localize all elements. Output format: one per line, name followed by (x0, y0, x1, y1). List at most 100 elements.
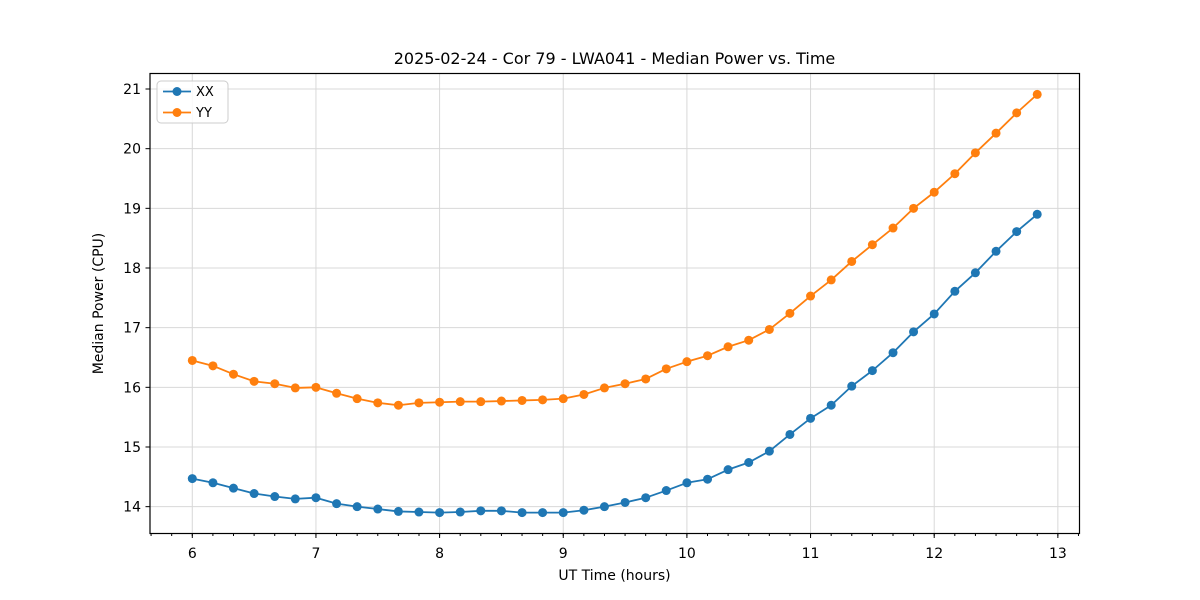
data-point-xx (290, 494, 300, 504)
y-tick-label: 19 (123, 201, 141, 217)
data-point-xx (806, 413, 816, 423)
data-point-yy (579, 389, 589, 399)
gridlines (150, 73, 1080, 534)
data-series (187, 89, 1042, 518)
x-tick-label: 8 (435, 546, 444, 562)
data-point-yy (620, 379, 630, 389)
data-point-yy (496, 396, 506, 406)
data-point-yy (806, 291, 816, 301)
data-point-xx (744, 458, 754, 468)
data-point-yy (929, 187, 939, 197)
data-point-xx (929, 309, 939, 319)
data-point-yy (682, 357, 692, 367)
data-point-xx (950, 286, 960, 296)
data-point-yy (249, 376, 259, 386)
data-point-yy (538, 395, 548, 405)
data-point-yy (517, 395, 527, 405)
data-point-yy (476, 397, 486, 407)
data-point-xx (909, 327, 919, 337)
data-point-xx (579, 505, 589, 515)
data-point-yy (1012, 108, 1022, 118)
x-tick-label: 12 (925, 546, 943, 562)
data-point-xx (393, 506, 403, 516)
data-point-yy (352, 394, 362, 404)
plot-border (149, 72, 1081, 535)
x-tick-label: 13 (1049, 546, 1067, 562)
data-point-yy (270, 379, 280, 389)
data-point-xx (661, 486, 671, 496)
data-point-xx (970, 268, 980, 278)
data-point-xx (352, 502, 362, 512)
series-xx (187, 209, 1042, 518)
y-axis-label: Median Power (CPU) (91, 233, 107, 375)
data-point-xx (538, 508, 548, 518)
y-tick-label: 20 (123, 142, 141, 158)
legend-box (156, 80, 229, 124)
y-tick-label: 21 (123, 82, 141, 98)
data-point-yy (950, 169, 960, 179)
data-point-xx (435, 508, 445, 518)
data-point-xx (373, 504, 383, 514)
data-point-yy (785, 308, 795, 318)
x-tick-label: 7 (311, 546, 320, 562)
data-point-xx (228, 483, 238, 493)
legend-marker-xx (172, 87, 182, 96)
data-point-yy (187, 355, 197, 365)
y-tick-label: 17 (123, 321, 141, 337)
data-point-yy (888, 223, 898, 233)
data-point-xx (826, 400, 836, 410)
data-point-yy (455, 397, 465, 407)
data-point-yy (311, 382, 321, 392)
legend: XX YY (156, 80, 229, 124)
data-point-xx (1012, 227, 1022, 237)
legend-item-xx: XX (163, 85, 214, 100)
data-point-xx (270, 492, 280, 502)
data-point-xx (620, 497, 630, 507)
data-point-xx (764, 446, 774, 456)
data-point-yy (703, 351, 713, 361)
data-point-xx (682, 478, 692, 488)
tick-labels: 6 7 8 9 10 11 12 13 14 15 16 17 18 19 20 21 (123, 82, 1067, 562)
data-point-xx (476, 506, 486, 516)
data-point-xx (785, 429, 795, 439)
data-point-yy (764, 324, 774, 334)
data-point-xx (311, 493, 321, 503)
x-tick-label: 9 (559, 546, 568, 562)
data-point-yy (909, 203, 919, 213)
data-point-yy (1032, 89, 1042, 99)
data-point-yy (641, 374, 651, 384)
data-point-yy (208, 361, 218, 371)
data-point-yy (373, 398, 383, 408)
legend-marker-yy (172, 108, 182, 117)
data-point-yy (599, 383, 609, 393)
data-point-yy (290, 383, 300, 393)
x-tick-label: 6 (188, 546, 197, 562)
data-point-xx (641, 493, 651, 503)
data-point-yy (991, 128, 1001, 138)
y-tick-label: 15 (123, 440, 141, 456)
legend-label-yy: YY (195, 106, 212, 121)
legend-label-xx: XX (196, 85, 214, 100)
data-point-xx (867, 366, 877, 376)
data-point-yy (970, 148, 980, 158)
data-point-xx (1032, 209, 1042, 219)
data-point-yy (867, 240, 877, 250)
series-yy (187, 89, 1042, 410)
data-point-xx (187, 474, 197, 484)
data-point-xx (414, 507, 424, 517)
data-point-xx (558, 508, 568, 518)
data-point-xx (249, 489, 259, 499)
data-point-yy (723, 342, 733, 352)
legend-item-yy: YY (163, 106, 212, 121)
data-point-yy (332, 388, 342, 398)
x-tick-label: 11 (802, 546, 820, 562)
data-point-xx (703, 474, 713, 484)
data-point-xx (847, 381, 857, 391)
axis-major-ticks (145, 88, 1059, 538)
data-point-xx (208, 478, 218, 488)
data-point-xx (888, 348, 898, 358)
data-point-xx (332, 499, 342, 509)
data-point-yy (414, 398, 424, 408)
